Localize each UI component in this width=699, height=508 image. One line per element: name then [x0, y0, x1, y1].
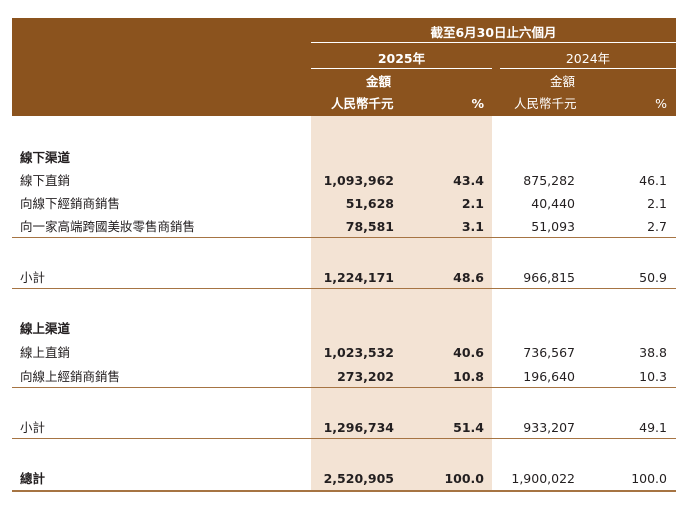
amount-2024: 196,640: [523, 369, 575, 384]
amount-2024: 736,567: [523, 345, 575, 360]
divider: [12, 237, 676, 238]
row-label: 小計: [20, 420, 46, 435]
row-label: 總計: [20, 471, 46, 486]
currency-2024-heading: 人民幣千元: [514, 96, 577, 111]
amount-2025: 1,023,532: [323, 345, 394, 360]
pct-2025: 3.1: [461, 219, 484, 234]
row-label: 向一家高端跨國美妝零售商銷售: [20, 219, 196, 234]
online-section-title: 線上渠道: [20, 321, 71, 336]
amount-2024: 51,093: [531, 219, 575, 234]
row-label: 向線上經銷商銷售: [20, 369, 121, 384]
pct-2025: 2.1: [461, 196, 484, 211]
offline-section-title: 線下渠道: [20, 150, 71, 165]
row-label: 線下直銷: [20, 173, 71, 188]
currency-2025-heading: 人民幣千元: [331, 96, 394, 111]
pct-2025: 51.4: [453, 420, 484, 435]
pct-2025: 40.6: [453, 345, 484, 360]
period-underline: [311, 42, 676, 43]
pct-2025: 10.8: [453, 369, 484, 384]
amount-2025: 1,296,734: [323, 420, 394, 435]
pct-2025: 100.0: [444, 471, 484, 486]
pct-2024: 46.1: [639, 173, 667, 188]
amount-2025-heading: 金額: [366, 74, 392, 89]
pct-2025: 48.6: [453, 270, 484, 285]
pct-2024: 38.8: [639, 345, 667, 360]
year-2025-heading: 2025年: [377, 51, 426, 66]
amount-2024: 966,815: [523, 270, 575, 285]
divider-total: [12, 490, 676, 492]
pct-2025-heading: %: [471, 96, 484, 111]
year-2025-underline: [311, 68, 492, 69]
divider: [12, 288, 676, 289]
divider: [12, 438, 676, 439]
row-label: 小計: [20, 270, 46, 285]
pct-2024: 2.1: [647, 196, 667, 211]
row-label: 向線下經銷商銷售: [20, 196, 121, 211]
pct-2024: 49.1: [639, 420, 667, 435]
pct-2024: 50.9: [639, 270, 667, 285]
pct-2024: 100.0: [631, 471, 667, 486]
amount-2024: 933,207: [523, 420, 575, 435]
amount-2025: 2,520,905: [323, 471, 394, 486]
highlight-column-2025: [311, 116, 492, 492]
table-header: [12, 18, 676, 116]
pct-2024: 2.7: [647, 219, 667, 234]
amount-2024-heading: 金額: [550, 74, 576, 89]
amount-2025: 51,628: [345, 196, 394, 211]
divider: [12, 387, 676, 388]
amount-2025: 78,581: [345, 219, 394, 234]
pct-2024-heading: %: [655, 96, 667, 111]
year-2024-heading: 2024年: [565, 51, 611, 66]
row-label: 線上直銷: [20, 345, 71, 360]
amount-2025: 1,093,962: [323, 173, 394, 188]
pct-2024: 10.3: [639, 369, 667, 384]
amount-2024: 40,440: [531, 196, 575, 211]
amount-2025: 1,224,171: [323, 270, 394, 285]
amount-2024: 1,900,022: [511, 471, 575, 486]
amount-2024: 875,282: [523, 173, 575, 188]
year-2024-underline: [500, 68, 676, 69]
amount-2025: 273,202: [337, 369, 394, 384]
pct-2025: 43.4: [453, 173, 484, 188]
period-heading: 截至6月30日止六個月: [430, 25, 557, 40]
